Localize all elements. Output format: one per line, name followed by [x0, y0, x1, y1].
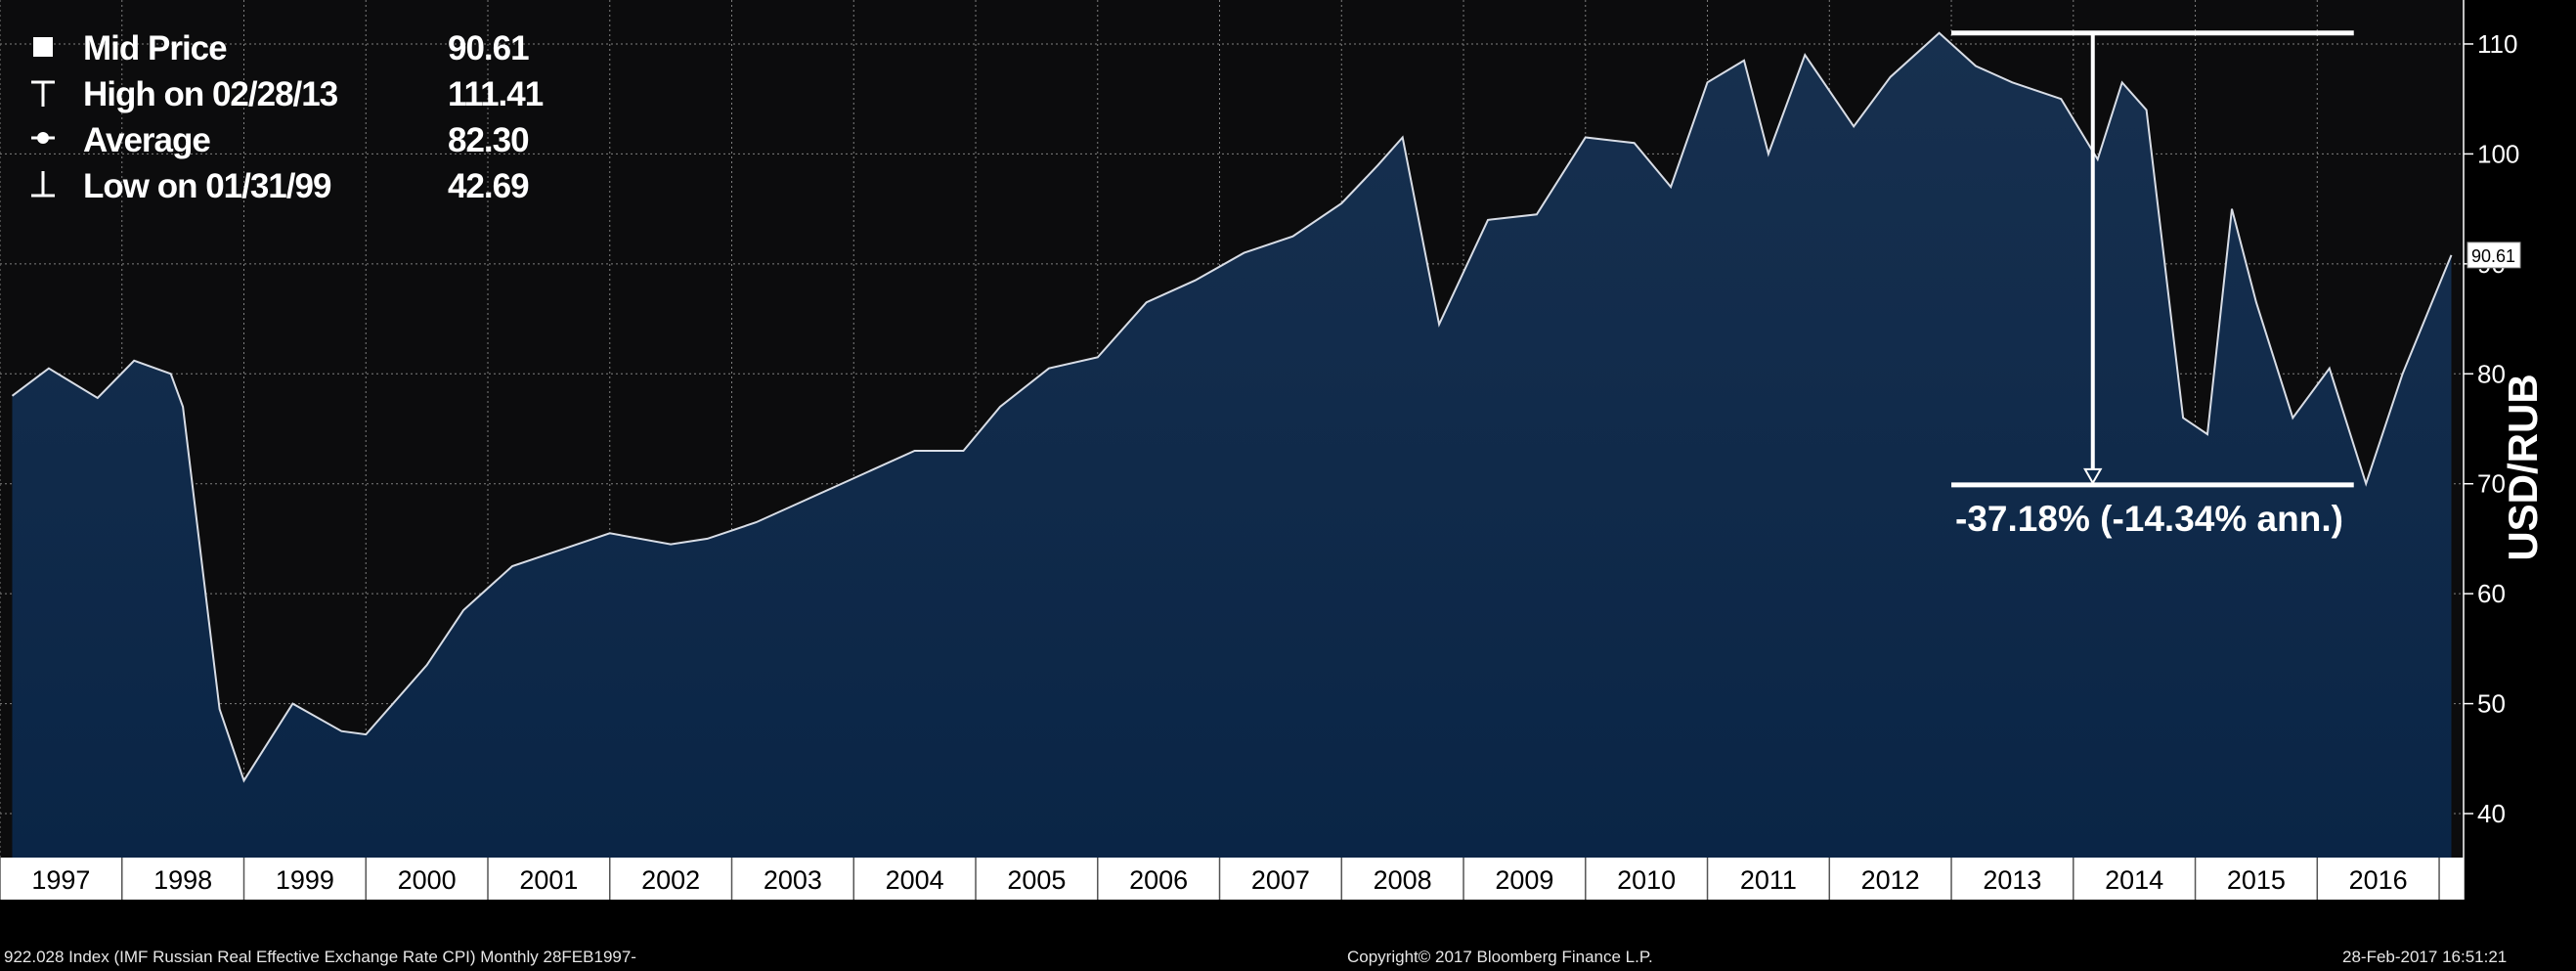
series-line — [11, 31, 2453, 783]
x-axis: 1997 1998 1999 2000 2001 2002 2003 2004 2005 2006… — [0, 858, 2464, 900]
x-tick-label: 2006 — [1129, 865, 1188, 895]
footer-index-info: 922.028 Index (IMF Russian Real Effectiv… — [4, 948, 636, 966]
legend-value: 111.41 — [448, 75, 544, 113]
x-tick-label: 2012 — [1861, 865, 1920, 895]
x-tick-label: 2007 — [1251, 865, 1310, 895]
footer-timestamp: 28-Feb-2017 16:51:21 — [2342, 948, 2508, 966]
x-tick-label: 2013 — [1983, 865, 2041, 895]
y-tick-label: 80 — [2477, 359, 2506, 388]
legend-label: Average — [83, 121, 211, 159]
low-marker-icon — [31, 171, 55, 198]
y-axis-label: USD/RUB — [2500, 374, 2546, 560]
footer-copyright: Copyright© 2017 Bloomberg Finance L.P. — [1347, 948, 1653, 966]
x-tick-label: 1999 — [276, 865, 334, 895]
legend-value: 42.69 — [448, 167, 530, 205]
x-tick-label: 2001 — [519, 865, 578, 895]
legend-label: Mid Price — [83, 29, 228, 67]
last-price-label: 90.61 — [2471, 246, 2515, 266]
y-tick-label: 60 — [2477, 579, 2506, 608]
x-tick-label: 2015 — [2227, 865, 2286, 895]
last-price-badge — [2467, 242, 2521, 269]
x-tick-label: 1998 — [153, 865, 212, 895]
drawdown-annotation: -37.18% (-14.34% ann.) — [1951, 30, 2354, 539]
y-tick-label: 40 — [2477, 799, 2506, 828]
y-axis: 40506070809010011090.61 — [2463, 0, 2521, 900]
y-tick-label: 70 — [2477, 469, 2506, 499]
x-tick-label: 2005 — [1007, 865, 1066, 895]
high-marker-icon — [31, 80, 55, 107]
square-marker-icon — [33, 37, 53, 57]
x-tick-label: 2002 — [641, 865, 700, 895]
x-tick-label: 2008 — [1374, 865, 1432, 895]
y-tick-label: 100 — [2477, 139, 2519, 168]
y-tick-label: 50 — [2477, 689, 2506, 719]
series-area — [12, 32, 2452, 858]
x-tick-label: 2004 — [886, 865, 944, 895]
arrow-down-icon — [2083, 467, 2103, 485]
legend-label: High on 02/28/13 — [83, 75, 338, 113]
average-marker-icon — [31, 132, 55, 144]
x-tick-label: 2010 — [1617, 865, 1676, 895]
x-tick-label: 1997 — [31, 865, 90, 895]
x-tick-label: 2000 — [398, 865, 457, 895]
x-tick-label: 2003 — [764, 865, 822, 895]
legend-value: 82.30 — [448, 121, 530, 159]
x-tick-label: 2011 — [1740, 865, 1797, 895]
x-axis-band — [0, 858, 2464, 900]
legend-label: Low on 01/31/99 — [83, 167, 331, 205]
x-tick-label: 2014 — [2105, 865, 2163, 895]
x-tick-label: 2009 — [1495, 865, 1553, 895]
x-tick-label: 2016 — [2349, 865, 2408, 895]
legend-value: 90.61 — [448, 29, 530, 67]
drawdown-label: -37.18% (-14.34% ann.) — [1955, 499, 2343, 539]
y-tick-label: 110 — [2477, 29, 2517, 59]
